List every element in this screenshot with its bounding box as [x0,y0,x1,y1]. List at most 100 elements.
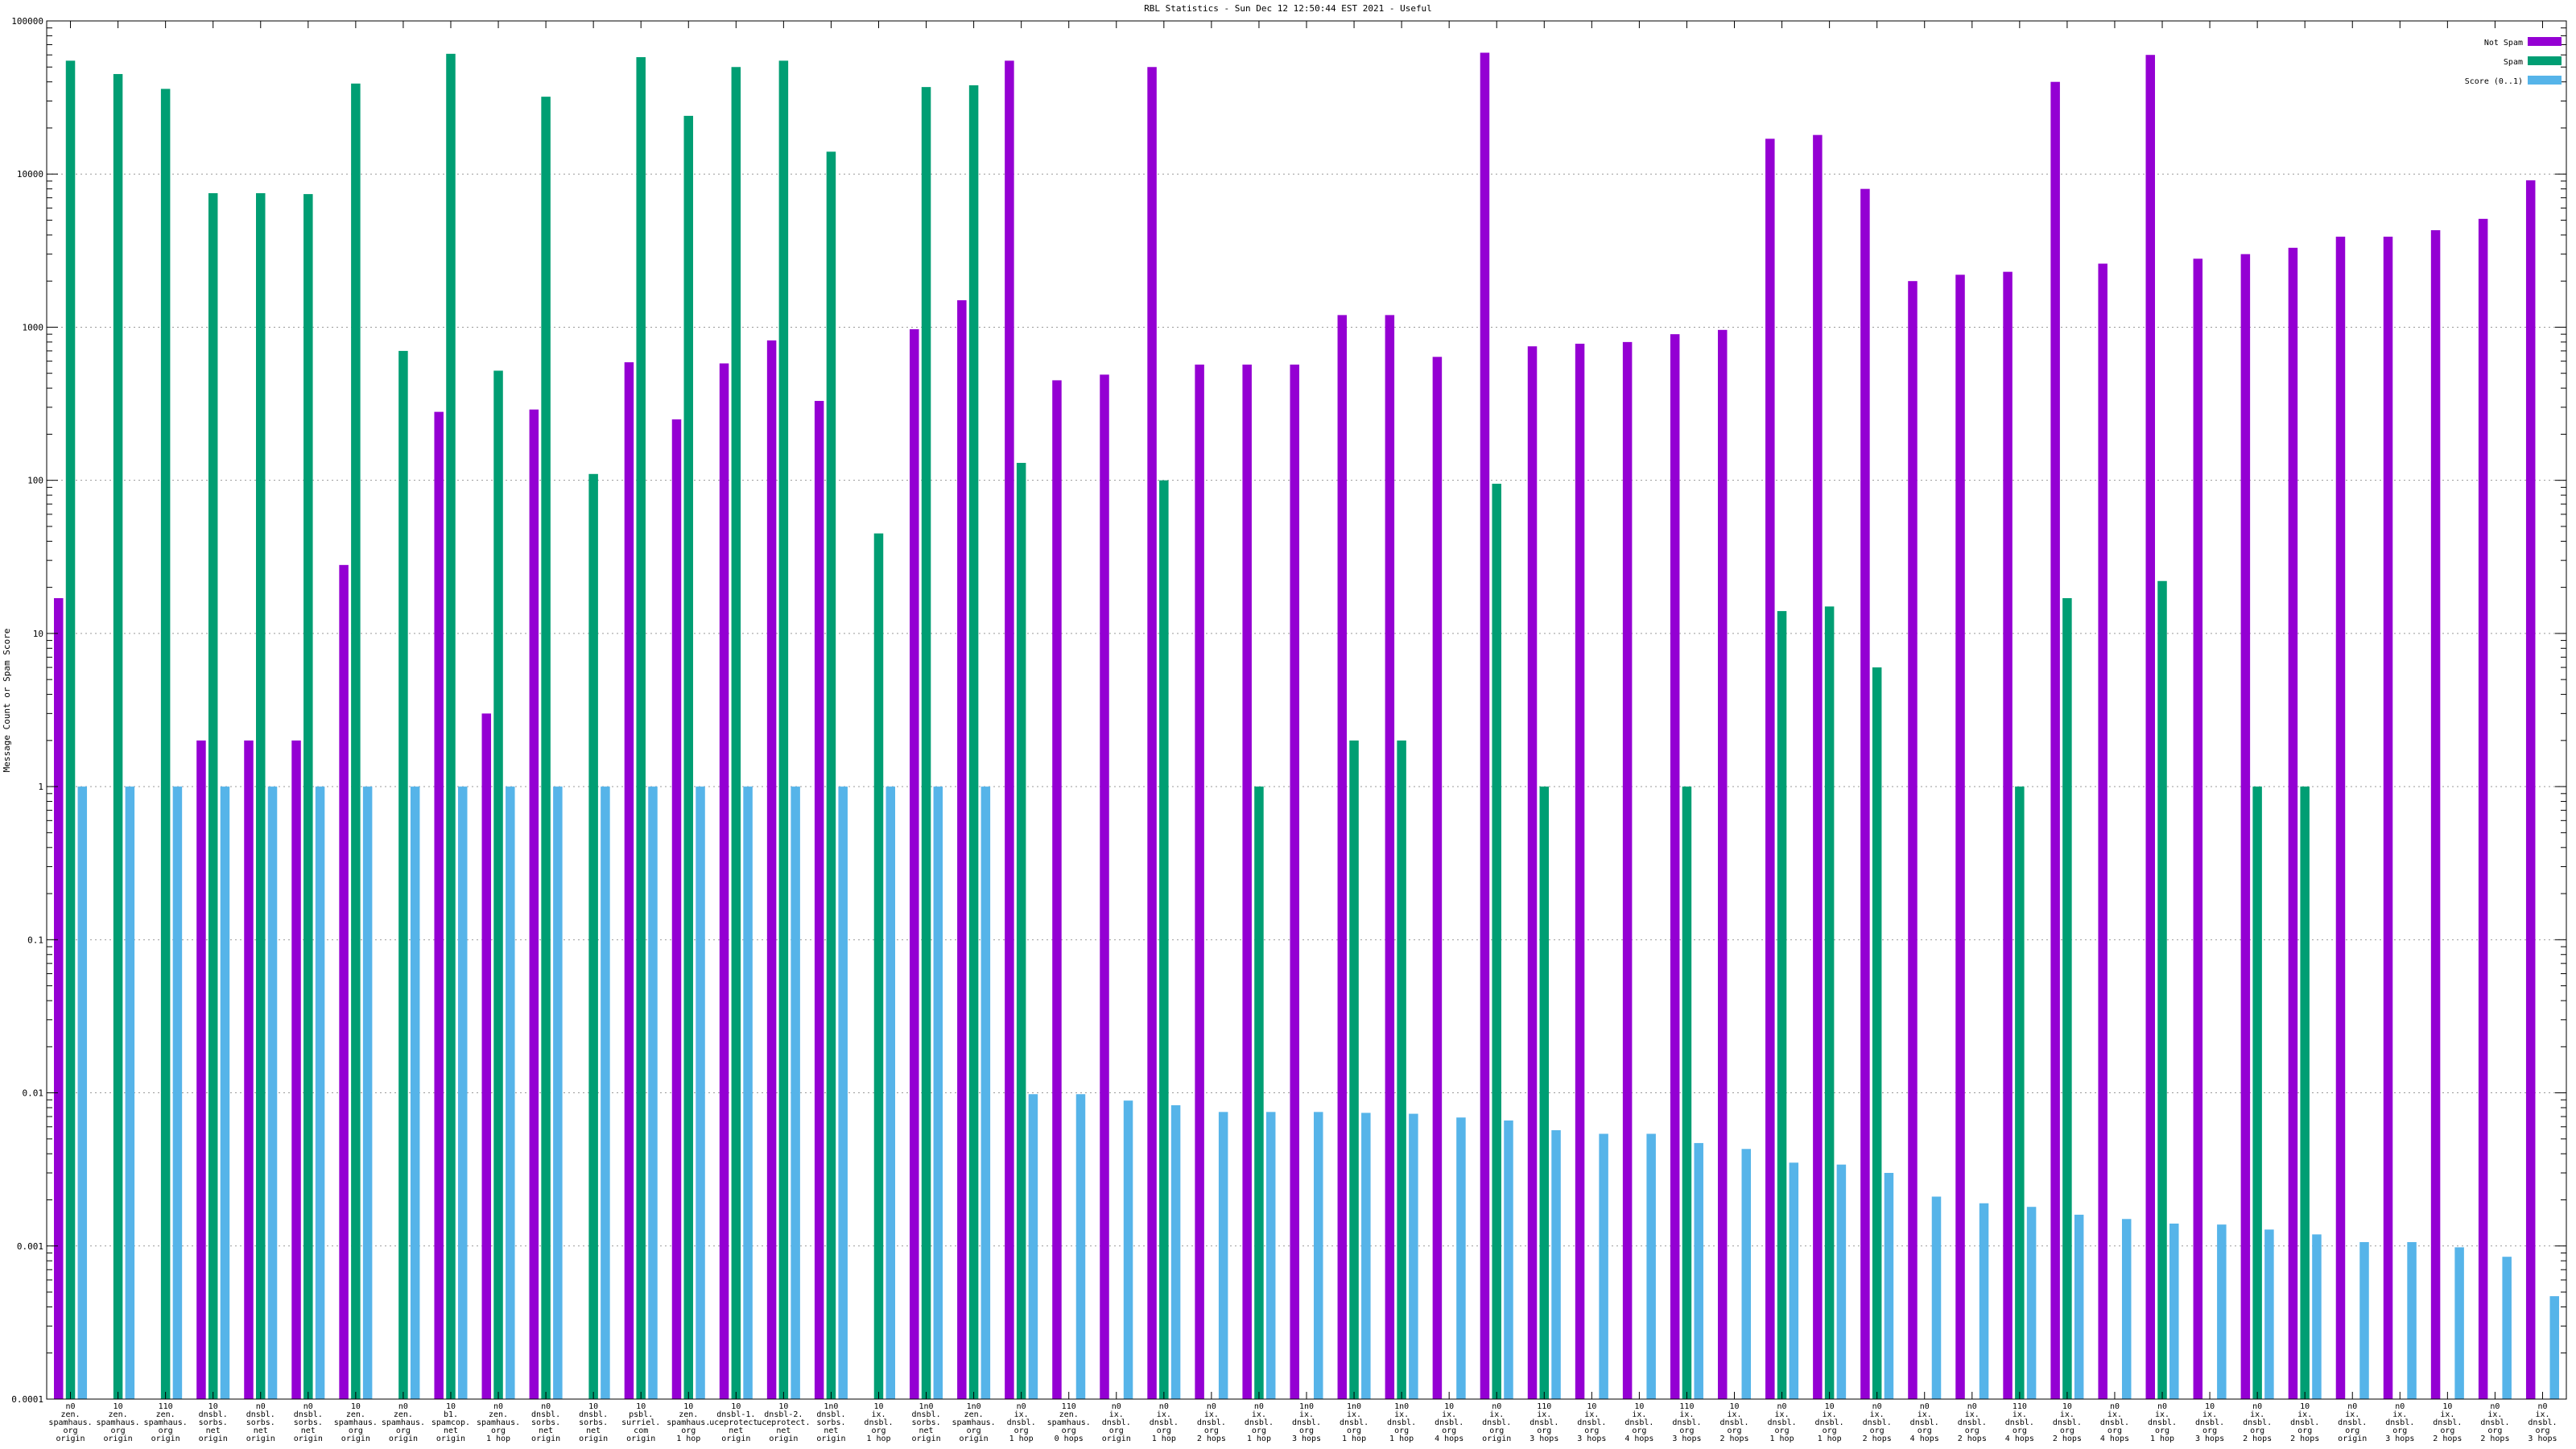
x-tick-label-line: net [206,1426,221,1435]
x-tick-label-line: spamhaus. [96,1418,139,1427]
bar-not-spam [1100,374,1109,1400]
x-tick-label-line: dnsbl. [1577,1418,1606,1427]
legend: Not Spam Spam Score (0..1) [2465,37,2562,86]
bar-score-0-1 [1599,1133,1608,1399]
x-tick-label-line: dnsbl. [2528,1418,2557,1427]
bar-not-spam [1005,60,1014,1399]
bar-spam [446,53,456,1399]
x-tick-label-line: org [491,1426,506,1435]
bar-not-spam [1432,357,1443,1399]
x-tick-label-line: org [967,1426,981,1435]
x-tick-label-line: zen. [346,1410,365,1419]
x-tick-label-line: dnsbl-1. [716,1410,755,1419]
legend-label: Not Spam [2484,39,2523,47]
x-tick-label-line: origin [579,1435,608,1443]
x-tick-label-line: net [919,1426,934,1435]
bar-spam [2015,786,2025,1399]
x-tick-label-line: ix. [1537,1410,1551,1419]
bar-spam [636,57,646,1400]
bar-spam [968,85,979,1400]
x-tick-label-line: origin [104,1435,133,1443]
bar-score-0-1 [315,786,325,1399]
bar-not-spam [1622,341,1633,1399]
bar-spam [1492,483,1501,1400]
bar-spam [493,370,503,1399]
x-tick-label-line: dnsbl. [1624,1418,1653,1427]
x-tick-label-line: org [2535,1426,2549,1435]
bar-spam [1159,480,1169,1399]
x-tick-label-line: dnsbl. [1435,1418,1463,1427]
x-tick-label-line: sorbs. [816,1418,845,1427]
x-tick-label-line: n0 [493,1402,503,1411]
x-tick-label-line: org [1679,1426,1694,1435]
y-tick-label: 10 [33,629,43,639]
x-tick-label-line: uceprotect. [757,1418,810,1427]
x-tick-label-line: sorbs. [579,1418,608,1427]
bar-score-0-1 [1646,1133,1656,1399]
bar-score-0-1 [1789,1162,1799,1399]
x-tick-label-line: 3 hops [1530,1435,1558,1443]
bar-not-spam [910,328,919,1400]
x-tick-label-line: ix. [2345,1410,2359,1419]
bar-score-0-1 [1170,1104,1181,1399]
bar-score-0-1 [1218,1112,1228,1399]
bar-score-0-1 [2549,1296,2559,1399]
bar-not-spam [814,401,824,1399]
x-tick-label-line: dnsbl. [2148,1418,2177,1427]
x-tick-label-line: origin [816,1435,845,1443]
x-tick-label-line: zen. [679,1410,698,1419]
bar-spam [1016,462,1026,1399]
bar-score-0-1 [506,786,515,1399]
x-tick-label-line: 1n0 [919,1402,934,1411]
x-tick-label-line: dnsbl. [911,1410,940,1419]
x-tick-label-line: dnsbl. [1340,1418,1368,1427]
x-tick-label-line: zen. [1059,1410,1079,1419]
x-tick-label-line: dnsbl. [1197,1418,1226,1427]
x-tick-label-line: org [349,1426,363,1435]
x-tick-label-line: org [159,1426,173,1435]
x-tick-label-line: ix. [1442,1410,1456,1419]
x-tick-label-line: n0 [1112,1402,1121,1411]
x-tick-label-line: dnsbl. [1482,1418,1511,1427]
x-tick-label-line: 10 [1634,1402,1644,1411]
bar-not-spam [1813,134,1823,1400]
x-tick-label-line: dnsbl. [1150,1418,1179,1427]
x-tick-label-line: org [1014,1426,1029,1435]
x-tick-label-line: 2 hops [2243,1435,2272,1443]
x-tick-label-line: 2 hops [2433,1435,2462,1443]
bar-not-spam [719,363,729,1400]
x-tick-label-line: n0 [66,1402,76,1411]
x-tick-label-line: net [301,1426,316,1435]
x-tick-label-line: n0 [1777,1402,1787,1411]
x-tick-label-line: spamhaus. [382,1418,425,1427]
y-tick-label: 100000 [11,16,43,27]
x-tick-label-line: dnsbl. [2290,1418,2319,1427]
x-tick-label-line: ix. [1823,1410,1837,1419]
bar-not-spam [2098,263,2107,1399]
bar-score-0-1 [1265,1112,1276,1399]
bar-not-spam [339,564,349,1399]
x-tick-label-line: dnsbl. [2053,1418,2082,1427]
x-tick-label-line: 10 [1825,1402,1835,1411]
x-tick-label-line: dnsbl. [1910,1418,1939,1427]
bar-spam [1824,606,1835,1399]
bar-score-0-1 [457,786,468,1399]
bar-spam [303,194,313,1399]
bar-spam [1254,786,1264,1399]
legend-swatch [2528,76,2562,85]
bar-score-0-1 [2074,1214,2084,1399]
x-tick-label-line: 4 hops [2005,1435,2034,1443]
